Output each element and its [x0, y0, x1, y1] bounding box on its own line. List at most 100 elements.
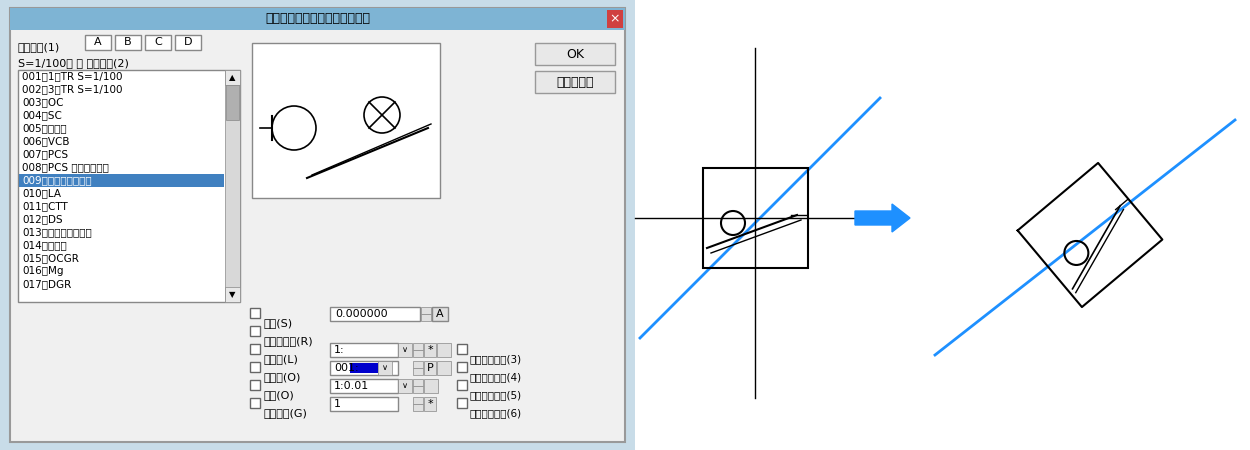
- Bar: [412, 361, 422, 368]
- Bar: [225, 70, 240, 85]
- Bar: [250, 308, 260, 318]
- FancyArrow shape: [855, 204, 910, 232]
- Bar: [424, 397, 436, 411]
- Bar: [10, 8, 625, 30]
- Bar: [330, 397, 398, 411]
- Text: 013：ケーブルヘッド: 013：ケーブルヘッド: [22, 228, 91, 238]
- Bar: [424, 361, 436, 375]
- Bar: [145, 35, 171, 50]
- Bar: [250, 362, 260, 372]
- Text: キャンセル: キャンセル: [556, 76, 594, 89]
- Text: 線カット図形記入（電気設備）: 線カット図形記入（電気設備）: [265, 13, 370, 26]
- Bar: [412, 404, 422, 411]
- Bar: [424, 379, 438, 393]
- Bar: [421, 314, 431, 321]
- Text: P: P: [426, 363, 434, 373]
- Text: D: D: [184, 37, 192, 47]
- Bar: [19, 174, 224, 187]
- Text: *: *: [428, 399, 432, 409]
- Text: ∨: ∨: [402, 346, 408, 355]
- Bar: [330, 343, 398, 357]
- Text: 001：1相TR S=1/100: 001：1相TR S=1/100: [22, 72, 122, 81]
- Bar: [250, 344, 260, 354]
- Text: 008：PCS ヒューズツキ: 008：PCS ヒューズツキ: [22, 162, 109, 172]
- Bar: [225, 70, 240, 302]
- Text: 004：SC: 004：SC: [22, 111, 62, 121]
- Text: データの属性(4): データの属性(4): [470, 372, 522, 382]
- Bar: [330, 361, 398, 375]
- Text: 009：高圧気中開閉器: 009：高圧気中開閉器: [22, 176, 91, 185]
- Bar: [458, 380, 468, 390]
- Text: 002：3相TR S=1/100: 002：3相TR S=1/100: [22, 85, 122, 94]
- Bar: [412, 368, 422, 375]
- Text: 012：DS: 012：DS: [22, 215, 62, 225]
- Bar: [250, 380, 260, 390]
- Bar: [250, 398, 260, 408]
- Text: 倍率(S): 倍率(S): [264, 318, 292, 328]
- Bar: [438, 343, 451, 357]
- Bar: [398, 379, 412, 393]
- Bar: [412, 343, 422, 350]
- Text: C: C: [154, 37, 162, 47]
- Text: 005：受電点: 005：受電点: [22, 123, 66, 134]
- Text: ▲: ▲: [229, 73, 236, 82]
- Bar: [398, 343, 412, 357]
- Text: 0.000000: 0.000000: [335, 309, 388, 319]
- Text: データの属性(5): データの属性(5): [470, 390, 522, 400]
- Bar: [535, 71, 615, 93]
- Text: *: *: [428, 345, 432, 355]
- Text: 1:0.01: 1:0.01: [334, 381, 369, 391]
- Text: ∨: ∨: [382, 364, 388, 373]
- Bar: [412, 397, 422, 404]
- Bar: [535, 43, 615, 65]
- Text: ∨: ∨: [402, 382, 408, 391]
- Bar: [458, 398, 468, 408]
- Text: カラー(O): カラー(O): [264, 372, 301, 382]
- Text: ▼: ▼: [229, 290, 236, 299]
- Text: 016：Mg: 016：Mg: [22, 266, 64, 276]
- Bar: [412, 379, 422, 386]
- Text: レイヤ(L): レイヤ(L): [264, 354, 299, 364]
- Bar: [412, 350, 422, 357]
- Bar: [432, 307, 447, 321]
- Bar: [378, 361, 392, 375]
- Bar: [330, 307, 420, 321]
- Bar: [175, 35, 201, 50]
- Bar: [412, 386, 422, 393]
- Text: 006：VCB: 006：VCB: [22, 136, 70, 147]
- Text: 007：PCS: 007：PCS: [22, 149, 68, 159]
- Text: 003：OC: 003：OC: [22, 98, 64, 108]
- Bar: [421, 307, 431, 314]
- Text: 線幅(O): 線幅(O): [264, 390, 295, 400]
- Text: A: A: [94, 37, 101, 47]
- Bar: [115, 35, 141, 50]
- Text: 015：OCGR: 015：OCGR: [22, 253, 79, 264]
- Bar: [424, 343, 436, 357]
- Text: ×: ×: [610, 13, 620, 26]
- Bar: [85, 35, 111, 50]
- Bar: [226, 85, 239, 120]
- Bar: [330, 379, 398, 393]
- Text: グループ(G): グループ(G): [264, 408, 308, 418]
- Text: データの属性(3): データの属性(3): [470, 354, 522, 364]
- Text: 文字の回転(R): 文字の回転(R): [264, 336, 314, 346]
- Bar: [635, 0, 1250, 450]
- Text: S=1/100用 の 記号一覧(2): S=1/100用 の 記号一覧(2): [18, 58, 129, 68]
- Text: 010：LA: 010：LA: [22, 189, 61, 198]
- Bar: [608, 10, 622, 28]
- Text: B: B: [124, 37, 131, 47]
- Text: 1: 1: [334, 399, 341, 409]
- Text: 014：二重丸: 014：二重丸: [22, 240, 66, 251]
- Bar: [350, 363, 378, 373]
- Text: ボックス(1): ボックス(1): [18, 42, 60, 52]
- Bar: [250, 326, 260, 336]
- Bar: [253, 43, 440, 198]
- Text: 1:: 1:: [334, 345, 345, 355]
- Text: 001:: 001:: [334, 363, 359, 373]
- Text: 017：DGR: 017：DGR: [22, 279, 71, 289]
- Bar: [458, 344, 468, 354]
- Bar: [458, 362, 468, 372]
- Text: データの属性(6): データの属性(6): [470, 408, 522, 418]
- Text: A: A: [436, 309, 444, 319]
- Bar: [225, 287, 240, 302]
